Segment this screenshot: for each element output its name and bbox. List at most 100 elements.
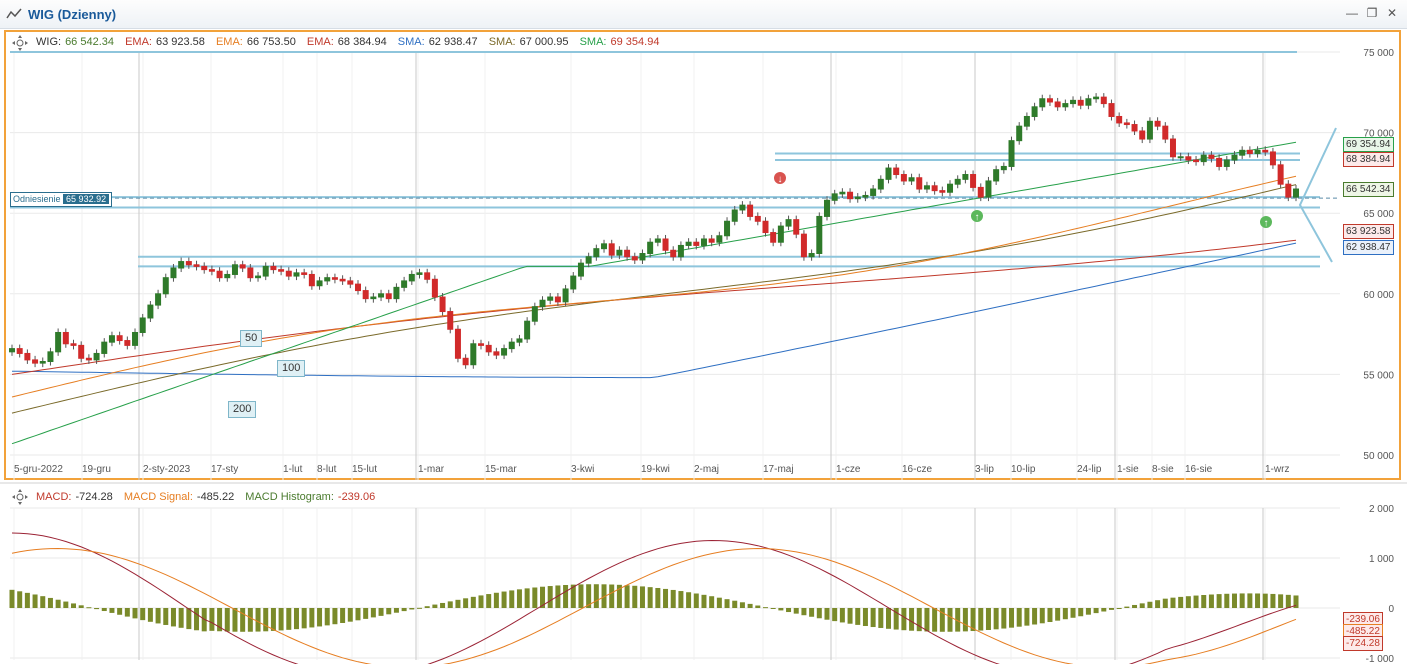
macd-histogram-bar bbox=[1024, 608, 1030, 626]
price-badge: 66 542.34 bbox=[1343, 182, 1394, 197]
move-macd-pane-icon[interactable] bbox=[12, 489, 28, 505]
macd-histogram-bar bbox=[501, 591, 507, 608]
macd-histogram-bar bbox=[955, 608, 961, 632]
price-pane-frame bbox=[4, 30, 1401, 480]
chart-icon bbox=[6, 8, 22, 19]
macd-histogram-bar bbox=[655, 587, 661, 608]
macd-line bbox=[11, 532, 1297, 664]
macd-histogram-bar bbox=[1116, 608, 1122, 609]
macd-histogram-bar bbox=[1201, 594, 1207, 608]
macd-histogram-bar bbox=[1085, 608, 1091, 615]
macd-axis-label: 1 000 bbox=[1369, 554, 1394, 565]
macd-histogram-bar bbox=[1247, 593, 1253, 608]
macd-histogram-bar bbox=[555, 585, 561, 608]
ma-period-label: 100 bbox=[277, 360, 306, 377]
macd-histogram-bar bbox=[847, 608, 853, 624]
macd-histogram-bar bbox=[816, 608, 822, 619]
legend-macd-histogram: MACD Histogram: -239.06 bbox=[245, 491, 376, 503]
macd-histogram-bar bbox=[1108, 608, 1114, 610]
macd-histogram-bar bbox=[693, 593, 699, 608]
macd-histogram-bar bbox=[124, 608, 130, 617]
macd-histogram-bar bbox=[355, 608, 361, 621]
macd-histogram-bar bbox=[586, 584, 592, 608]
macd-histogram-bar bbox=[716, 597, 722, 608]
macd-histogram-bar bbox=[855, 608, 861, 625]
reference-badge: Odniesienie 65 932.92 bbox=[10, 192, 113, 207]
macd-histogram-bar bbox=[347, 608, 353, 622]
macd-histogram-bar bbox=[86, 607, 92, 609]
macd-histogram-bar bbox=[1216, 594, 1222, 608]
macd-histogram-bar bbox=[916, 608, 922, 632]
macd-histogram-bar bbox=[1101, 608, 1107, 612]
macd-histogram-bar bbox=[1093, 608, 1099, 614]
macd-histogram-bar bbox=[570, 584, 576, 608]
macd-histogram-bar bbox=[324, 608, 330, 626]
macd-histogram-bar bbox=[1231, 593, 1237, 608]
macd-histogram-bar bbox=[409, 608, 415, 610]
macd-histogram-bar bbox=[1124, 606, 1130, 608]
macd-histogram-bar bbox=[178, 608, 184, 628]
legend-ema-1: EMA: 63 923.58 bbox=[125, 36, 205, 48]
macd-histogram-bar bbox=[778, 608, 784, 611]
macd-histogram-bar bbox=[486, 594, 492, 608]
macd-histogram-bar bbox=[801, 608, 807, 616]
macd-histogram-bar bbox=[186, 608, 192, 630]
move-pane-icon[interactable] bbox=[12, 35, 28, 51]
window-title: WIG (Dzienny) bbox=[28, 7, 117, 22]
macd-histogram-bar bbox=[724, 599, 730, 608]
macd-histogram-bar bbox=[32, 594, 38, 608]
macd-histogram-bar bbox=[762, 607, 768, 609]
macd-histogram-bar bbox=[170, 608, 176, 627]
macd-histogram-bar bbox=[424, 606, 430, 608]
macd-histogram-bar bbox=[862, 608, 868, 627]
macd-histogram-bar bbox=[401, 608, 407, 612]
macd-histogram-bar bbox=[732, 600, 738, 608]
macd-histogram-bar bbox=[455, 599, 461, 608]
macd-histogram-bar bbox=[132, 608, 138, 619]
macd-histogram-bar bbox=[524, 588, 530, 608]
macd-histogram-bar bbox=[255, 608, 261, 632]
macd-histogram-bar bbox=[547, 586, 553, 608]
macd-histogram-bar bbox=[962, 608, 968, 632]
macd-histogram-bar bbox=[1193, 595, 1199, 608]
macd-histogram-bar bbox=[1016, 608, 1022, 627]
maximize-icon[interactable]: ❐ bbox=[1366, 6, 1378, 20]
macd-histogram-bar bbox=[117, 608, 123, 615]
macd-histogram-bar bbox=[901, 608, 907, 631]
price-badge: 63 923.58 bbox=[1343, 224, 1394, 239]
macd-histogram-bar bbox=[40, 596, 46, 608]
macd-histogram-bar bbox=[601, 584, 607, 608]
macd-histogram-bar bbox=[17, 591, 23, 608]
macd-histogram-bar bbox=[217, 608, 223, 632]
macd-histogram-bar bbox=[824, 608, 830, 620]
minimize-icon[interactable]: — bbox=[1346, 6, 1358, 20]
macd-histogram-bar bbox=[47, 597, 53, 608]
macd-histogram-bar bbox=[440, 602, 446, 608]
macd-histogram-bar bbox=[632, 585, 638, 608]
macd-histogram-bar bbox=[993, 608, 999, 630]
macd-histogram-bar bbox=[670, 589, 676, 608]
legend-macd: MACD: -724.28 bbox=[36, 491, 113, 503]
macd-histogram-bar bbox=[1178, 596, 1184, 608]
macd-histogram-bar bbox=[1155, 600, 1161, 608]
macd-histogram-bar bbox=[563, 584, 569, 608]
macd-histogram-bar bbox=[1039, 608, 1045, 624]
macd-histogram-bar bbox=[1147, 601, 1153, 608]
macd-histogram-bar bbox=[432, 604, 438, 608]
macd-axis-label: 0 bbox=[1388, 604, 1394, 615]
macd-histogram-bar bbox=[793, 608, 799, 614]
macd-histogram-bar bbox=[1162, 598, 1168, 608]
price-legend: WIG: 66 542.34 EMA: 63 923.58 EMA: 66 753.5… bbox=[36, 36, 667, 48]
macd-histogram-bar bbox=[63, 601, 69, 608]
macd-histogram-bar bbox=[9, 589, 15, 608]
macd-histogram-bar bbox=[747, 603, 753, 608]
close-icon[interactable]: ✕ bbox=[1386, 6, 1398, 20]
macd-histogram-bar bbox=[340, 608, 346, 623]
macd-histogram-bar bbox=[878, 608, 884, 628]
macd-histogram-bar bbox=[932, 608, 938, 632]
macd-histogram-bar bbox=[386, 608, 392, 615]
macd-axis-label: -1 000 bbox=[1366, 654, 1395, 664]
macd-histogram-bar bbox=[1047, 608, 1053, 623]
macd-histogram-bar bbox=[209, 608, 215, 631]
macd-histogram-bar bbox=[1132, 604, 1138, 608]
